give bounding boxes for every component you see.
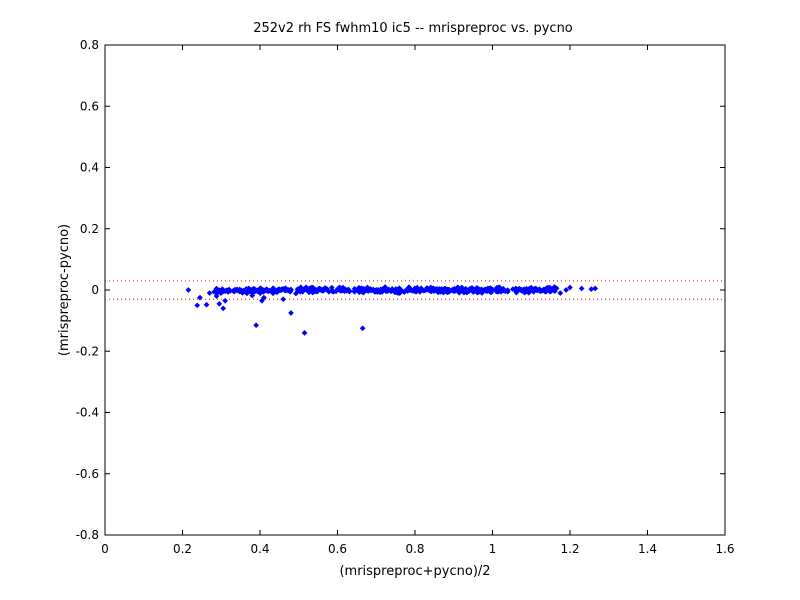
- x-tick-labels: 0 0.2 0.4 0.6 0.8 1 1.2 1.4 1.6: [101, 542, 734, 556]
- x-tick-label: 1.2: [560, 542, 579, 556]
- data-point: [462, 287, 469, 293]
- data-point: [403, 286, 410, 293]
- data-point: [375, 287, 382, 294]
- data-point: [551, 283, 558, 290]
- data-point: [429, 286, 436, 293]
- data-point: [280, 296, 287, 303]
- data-point: [479, 287, 486, 294]
- data-point: [495, 288, 501, 295]
- y-tick-label: -0.4: [76, 406, 99, 420]
- data-point: [225, 287, 232, 294]
- data-point: [185, 287, 192, 293]
- data-point: [203, 301, 210, 308]
- data-point: [407, 286, 414, 293]
- axis-ticks: [104, 44, 726, 536]
- x-tick-label: 1.6: [715, 542, 734, 556]
- data-point: [280, 285, 287, 292]
- data-point: [474, 286, 480, 293]
- data-point: [364, 284, 371, 291]
- data-point: [541, 286, 548, 293]
- data-point: [294, 288, 301, 295]
- data-point: [484, 286, 491, 293]
- data-point: [367, 287, 374, 294]
- y-axis-label: (mrispreproc-pycno): [57, 224, 72, 356]
- data-point: [454, 286, 461, 293]
- data-point: [234, 286, 241, 293]
- x-tick-label: 0.8: [405, 542, 424, 556]
- data-point: [358, 285, 365, 292]
- data-point: [563, 287, 570, 293]
- data-point: [346, 288, 353, 295]
- data-point: [196, 294, 203, 301]
- x-tick-label: 0.6: [328, 542, 347, 556]
- data-point: [206, 290, 213, 297]
- data-point: [359, 325, 366, 332]
- y-tick-label: -0.6: [76, 467, 99, 481]
- data-point: [500, 287, 507, 294]
- y-tick-label: 0.2: [80, 222, 99, 236]
- data-point: [222, 297, 229, 304]
- data-point: [307, 288, 314, 295]
- data-point: [285, 286, 292, 293]
- data-point: [387, 287, 394, 294]
- data-point: [220, 305, 227, 312]
- data-point: [517, 286, 524, 293]
- data-point: [397, 286, 404, 293]
- x-tick-label: 0.2: [173, 542, 192, 556]
- data-point: [567, 284, 573, 291]
- y-tick-label: 0.8: [80, 38, 99, 52]
- data-point: [216, 287, 223, 294]
- chart-title: 252v2 rh FS fwhm10 ic5 -- mrispreproc vs…: [253, 21, 573, 36]
- data-point: [328, 284, 335, 291]
- data-point: [414, 284, 421, 291]
- x-tick-label: 0.4: [250, 542, 269, 556]
- data-point: [254, 288, 261, 295]
- data-point: [592, 285, 599, 292]
- data-point: [301, 286, 308, 292]
- y-tick-label: 0.4: [80, 161, 99, 175]
- data-point: [578, 285, 585, 292]
- data-point: [528, 284, 535, 291]
- data-point: [213, 293, 220, 300]
- data-point: [242, 287, 248, 294]
- data-point: [213, 285, 220, 292]
- data-point: [260, 294, 267, 301]
- data-point: [216, 300, 223, 307]
- data-point: [336, 284, 343, 291]
- data-point: [448, 287, 455, 294]
- data-point: [274, 288, 281, 294]
- y-tick-label: 0.6: [80, 99, 99, 113]
- y-tick-label: -0.2: [76, 344, 99, 358]
- y-tick-label: 0: [91, 283, 99, 297]
- x-tick-label: 0: [101, 542, 109, 556]
- data-point: [263, 287, 270, 294]
- data-point: [250, 286, 256, 292]
- data-point: [379, 286, 386, 293]
- data-point: [301, 329, 308, 336]
- data-point: [313, 288, 320, 295]
- data-point: [330, 288, 337, 295]
- y-tick-label: -0.8: [76, 528, 99, 542]
- data-point: [249, 292, 256, 299]
- data-point: [340, 287, 347, 294]
- y-tick-labels: 0.8 0.6 0.4 0.2 0 -0.2 -0.4 -0.6 -0.8: [76, 38, 99, 542]
- data-point: [551, 288, 558, 295]
- x-tick-label: 1: [489, 542, 497, 556]
- x-axis-label: (mrispreproc+pycno)/2: [339, 564, 490, 579]
- data-point: [326, 288, 332, 295]
- data-point: [288, 310, 294, 316]
- data-point: [557, 290, 564, 297]
- data-point: [194, 302, 201, 309]
- data-points: [185, 283, 599, 336]
- data-point: [521, 289, 528, 296]
- data-point: [531, 287, 538, 294]
- data-point: [469, 284, 475, 291]
- data-point: [391, 289, 398, 296]
- data-point: [253, 322, 260, 329]
- reference-lines: [105, 280, 725, 300]
- x-tick-label: 1.4: [638, 542, 657, 556]
- data-point: [443, 287, 450, 293]
- data-point: [434, 287, 441, 294]
